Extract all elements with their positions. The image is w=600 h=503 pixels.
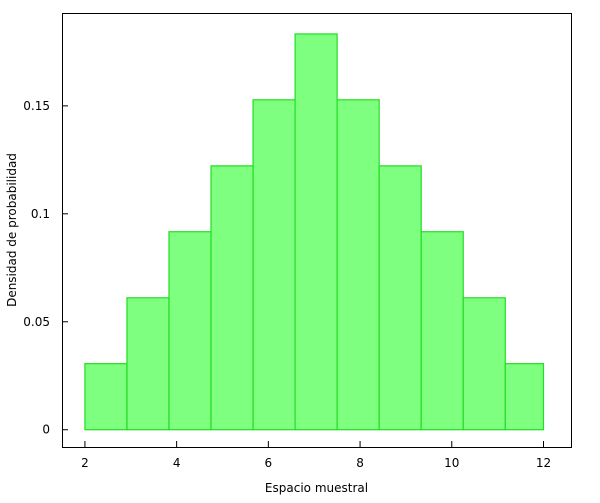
histogram-bar-6 bbox=[294, 33, 338, 431]
y-tick-label: 0.05 bbox=[23, 315, 50, 329]
plot-frame bbox=[62, 13, 572, 448]
histogram-bar-2 bbox=[126, 297, 170, 431]
y-tick-label: 0.1 bbox=[31, 207, 50, 221]
x-tick-label: 4 bbox=[173, 456, 181, 470]
histogram-bar-11 bbox=[504, 363, 545, 431]
y-tick-label: 0 bbox=[42, 423, 50, 437]
bars-layer bbox=[84, 33, 545, 431]
y-axis-label: Densidad de probabilidad bbox=[5, 153, 19, 307]
x-axis: 2 4 6 8 10 12 bbox=[81, 441, 551, 470]
histogram-bar-5 bbox=[252, 99, 296, 431]
histogram-bar-10 bbox=[462, 297, 506, 431]
histogram-bar-9 bbox=[420, 231, 464, 431]
y-tick-label: 0.15 bbox=[23, 99, 50, 113]
histogram-bar-1 bbox=[84, 363, 128, 431]
histogram-bar-4 bbox=[210, 165, 254, 431]
x-axis-label: Espacio muestral bbox=[265, 481, 368, 495]
x-tick-label: 12 bbox=[536, 456, 551, 470]
y-axis: 0 0.05 0.1 0.15 bbox=[23, 99, 68, 437]
x-tick-label: 10 bbox=[444, 456, 459, 470]
x-tick-label: 6 bbox=[265, 456, 273, 470]
histogram-bar-8 bbox=[378, 165, 422, 431]
x-tick-label: 8 bbox=[356, 456, 364, 470]
x-tick-label: 2 bbox=[81, 456, 89, 470]
histogram-bar-3 bbox=[168, 231, 212, 431]
histogram-bar-7 bbox=[336, 99, 380, 431]
